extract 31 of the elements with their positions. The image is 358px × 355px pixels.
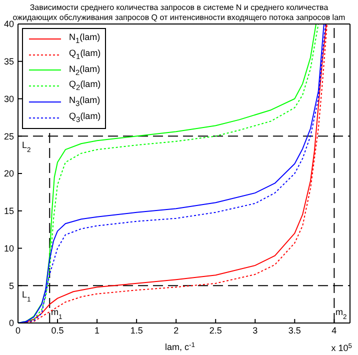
x-tick-label: 0.5 [51,325,64,336]
legend-label: N$_{3}$(lam) [69,94,100,110]
y-tick-label: 20 [4,168,14,179]
x-tick-label: 4 [332,325,337,336]
y-tick-label: 30 [4,94,14,104]
x-tick-label: 1.5 [130,325,143,336]
y-tick-label: 0 [8,318,14,328]
legend-label: Q$_{3}$(lam) [69,110,101,126]
x-tick-label: 3.5 [288,325,301,336]
x-tick-label: 3 [252,325,258,336]
y-tick-label: 15 [4,206,14,216]
y-tick-label: 5 [8,280,14,291]
y-tick-label: 40 [4,19,14,30]
y-tick-label: 25 [4,131,14,142]
ref-line-label: m$_{1}$ [50,307,62,320]
legend-label: N$_{1}$(lam) [69,31,100,47]
y-tick-label: 10 [4,243,14,254]
text: x 10$^{5}$ [331,342,352,353]
ref-line-label: L$_{2}$ [22,140,32,154]
x-tick-label: 1 [94,325,100,336]
ref-line-label: L$_{1}$ [22,290,32,304]
x-tick-label: 2 [174,325,179,336]
x-tick-label: 2.5 [209,325,222,336]
x-tick-label: 0 [15,325,21,336]
chart-title: Зависимости среднего количества запросов в системе N и среднего количества ожидающих обслуживания запросов Q от интенсивности входящего потока запросов lam [12,3,346,22]
x-axis-title: lam, c$^{-1}$ [164,342,196,352]
y-tick-label: 35 [4,56,14,67]
legend-label: Q$_{1}$(lam) [69,46,101,63]
legend-label: N$_{2}$(lam) [69,62,100,78]
ref-line-label: m$_{2}$ [336,307,348,320]
legend-label: Q$_{2}$(lam) [69,78,101,94]
